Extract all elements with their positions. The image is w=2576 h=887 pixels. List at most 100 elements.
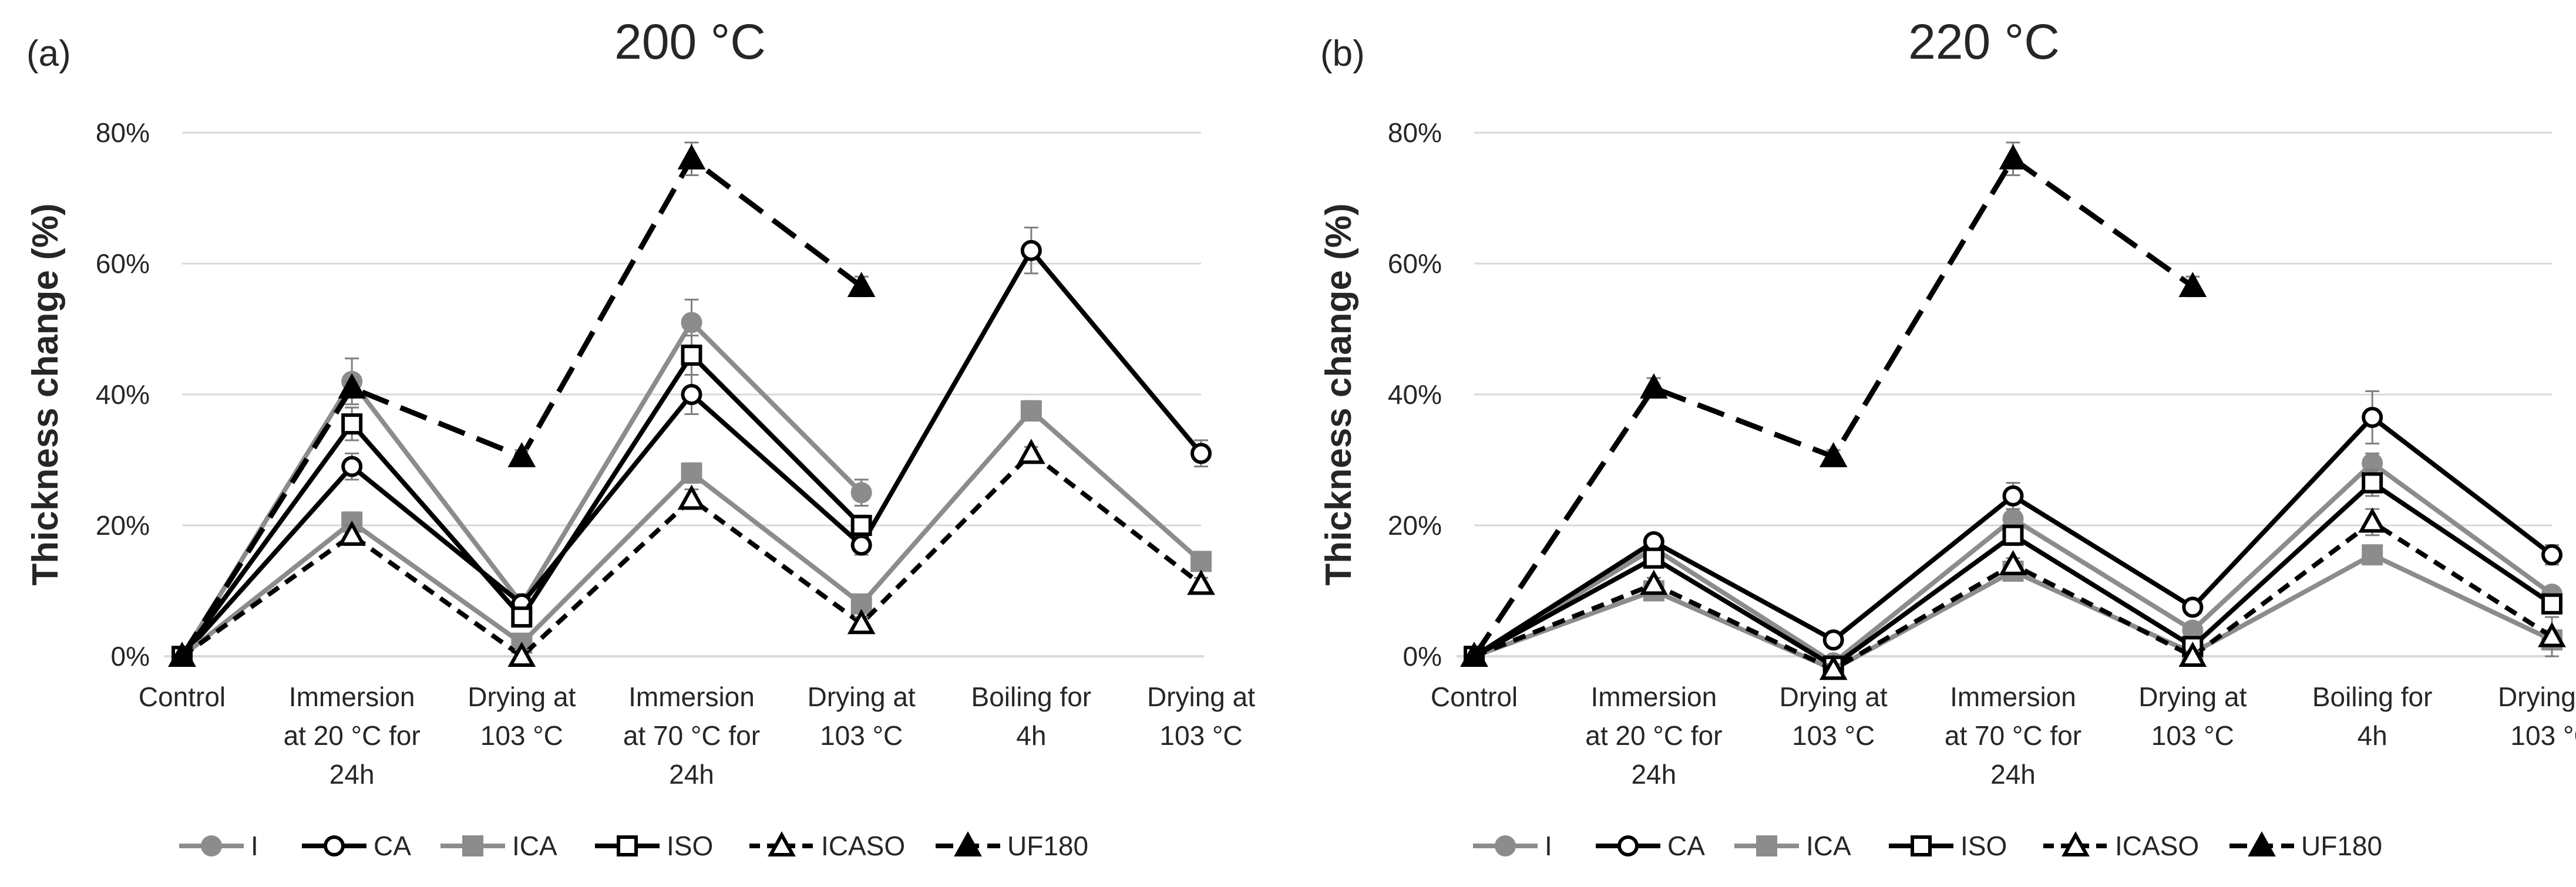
data-point xyxy=(2002,485,2024,507)
x-tick-label: Control xyxy=(139,682,226,712)
data-point xyxy=(1187,569,1215,595)
panel-label-a: (a) xyxy=(26,33,71,74)
legend-marker xyxy=(462,835,483,856)
legend-item-ica: ICA xyxy=(440,831,557,861)
legend-marker xyxy=(954,831,982,856)
data-point xyxy=(681,384,702,405)
legend-item-icaso: ICASO xyxy=(749,831,905,861)
legend-item-uf180: UF180 xyxy=(2229,831,2382,861)
data-point xyxy=(1460,642,1488,667)
data-point xyxy=(1017,439,1045,464)
data-point xyxy=(681,345,702,366)
legend-item-ica: ICA xyxy=(1734,831,1851,861)
data-point xyxy=(1191,443,1212,464)
legend-marker xyxy=(324,835,345,856)
data-point xyxy=(1819,655,1848,680)
y-tick-label: 20% xyxy=(96,510,150,541)
y-tick-label: 80% xyxy=(96,117,150,148)
data-point xyxy=(507,441,536,467)
legend-item-uf180: UF180 xyxy=(936,831,1088,861)
legend-label: ICA xyxy=(512,831,557,861)
chart-title-b: 220 °C xyxy=(1908,14,2060,69)
legend-marker xyxy=(2062,831,2090,856)
x-tick-label: Boiling for 4h xyxy=(2312,682,2433,751)
series-line xyxy=(180,156,863,658)
y-tick-label: 80% xyxy=(1388,117,1442,148)
panel-label-b: (b) xyxy=(1320,33,1365,74)
data-point xyxy=(1999,144,2027,170)
legend-marker xyxy=(1756,835,1777,856)
legend-label: ICASO xyxy=(821,831,905,861)
data-point xyxy=(341,413,363,435)
legend-label: ICA xyxy=(1806,831,1851,861)
legend-marker xyxy=(1617,835,1639,856)
legend-label: UF180 xyxy=(1007,831,1088,861)
data-point xyxy=(681,462,702,484)
data-point xyxy=(850,515,872,536)
legend-label: CA xyxy=(374,831,411,861)
y-tick-label: 60% xyxy=(96,248,150,279)
chart-panel-b: (b) 220 °C Thickness change (%) 0% 20% 40%… xyxy=(1319,14,2576,861)
x-tick-label: Immersion at 20 °C for 24h xyxy=(1585,682,1722,790)
y-axis-label-b: Thickness change (%) xyxy=(1319,203,1359,585)
legend-item-ca: CA xyxy=(302,831,411,861)
data-point xyxy=(2362,544,2383,566)
y-tick-label: 40% xyxy=(96,379,150,410)
x-tick-label: Immersion at 20 °C for 24h xyxy=(284,682,421,790)
y-tick-label: 40% xyxy=(1388,379,1442,410)
legend-marker xyxy=(1495,835,1516,856)
legend-item-iso: ISO xyxy=(1889,831,2007,861)
data-point xyxy=(850,482,872,504)
y-tick-label: 0% xyxy=(111,641,150,672)
legend-item-i: I xyxy=(179,831,258,861)
legend-item-iso: ISO xyxy=(595,831,713,861)
data-point xyxy=(1999,549,2027,575)
series-uf180 xyxy=(1460,141,2207,667)
legend-label: UF180 xyxy=(2301,831,2382,861)
data-point xyxy=(341,456,363,477)
y-tick-label: 20% xyxy=(1388,510,1442,541)
series-ca xyxy=(1464,390,2562,667)
legend-item-i: I xyxy=(1473,831,1552,861)
series-ica xyxy=(171,400,1212,667)
legend-label: CA xyxy=(1667,831,1705,861)
x-tick-label: Control xyxy=(1431,682,1518,712)
data-point xyxy=(1643,547,1664,569)
data-point xyxy=(1639,569,1668,595)
data-point xyxy=(2178,272,2207,298)
chart-panel-a: (a) 200 °C Thickness change (%) 0% 20% 40%… xyxy=(25,14,1255,861)
series-ca xyxy=(171,227,1212,667)
data-point xyxy=(1191,551,1212,572)
data-point xyxy=(1819,441,1848,467)
data-point xyxy=(511,606,533,628)
series-icaso xyxy=(1460,507,2566,680)
y-tick-label: 60% xyxy=(1388,248,1442,279)
legend-marker xyxy=(768,831,796,856)
data-point xyxy=(1020,400,1042,421)
data-point xyxy=(677,144,706,170)
legend-marker xyxy=(1911,835,1932,856)
legend-label: ICASO xyxy=(2115,831,2199,861)
data-point xyxy=(1639,373,1668,399)
data-point xyxy=(2541,593,2562,615)
data-point xyxy=(2541,544,2562,566)
x-tick-label: Immersion at 70 °C for 24h xyxy=(1945,682,2081,790)
legend-item-ca: CA xyxy=(1596,831,1705,861)
legend-label: I xyxy=(1545,831,1552,861)
legend-marker xyxy=(2248,831,2276,856)
y-tick-label: 0% xyxy=(1403,641,1442,672)
legend-label: I xyxy=(251,831,258,861)
data-point xyxy=(168,642,196,667)
data-point xyxy=(847,272,876,298)
legend-marker xyxy=(201,835,222,856)
data-point xyxy=(1822,629,1844,651)
data-point xyxy=(850,534,872,556)
series-iso xyxy=(1464,468,2562,677)
data-point xyxy=(2178,642,2207,667)
